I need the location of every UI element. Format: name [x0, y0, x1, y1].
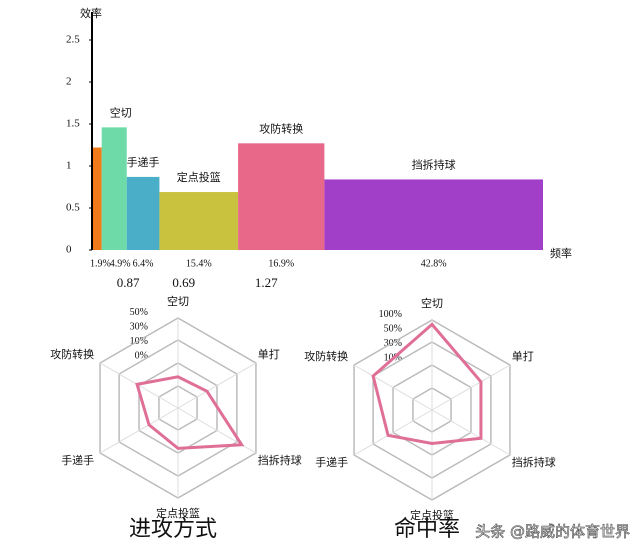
bar — [126, 176, 160, 250]
value-label: 0.87 — [117, 275, 140, 290]
spoke — [99, 407, 179, 454]
spoke — [353, 364, 433, 411]
r-tick-label: 100% — [379, 309, 402, 320]
width-label: 15.4% — [186, 258, 212, 269]
bar — [101, 127, 127, 250]
category-label: 手递手 — [127, 155, 160, 169]
category-label: 空切 — [110, 105, 132, 119]
axis-label: 手递手 — [61, 453, 94, 467]
r-tick-label: 50% — [384, 323, 402, 334]
axis-label: 空切 — [167, 294, 189, 308]
axis-label: 挡拆持球 — [258, 453, 302, 467]
spoke — [177, 362, 257, 409]
value-label: 0.69 — [172, 275, 195, 290]
axis-label: 手递手 — [315, 455, 348, 469]
axis-label: 定点投篮 — [156, 506, 200, 520]
r-tick-label: 0% — [135, 350, 148, 361]
bar — [92, 147, 102, 250]
category-label: 定点投篮 — [177, 170, 221, 184]
bar — [159, 192, 239, 250]
category-label: 挡拆持球 — [412, 157, 456, 171]
bar — [238, 143, 325, 250]
radar-title: 进攻方式 — [129, 516, 217, 541]
width-label: 4.9% — [110, 258, 131, 269]
axis-label: 单打 — [258, 347, 280, 361]
value-label: 1.27 — [255, 275, 278, 290]
category-label: 攻防转换 — [259, 121, 303, 135]
width-label: 16.9% — [268, 258, 294, 269]
width-label: 1.9% — [90, 258, 111, 269]
watermark: 头条 @路威的体育世界 — [475, 523, 630, 541]
radar-line — [135, 375, 245, 450]
axis-label: 空切 — [421, 296, 443, 310]
axis-label: 挡拆持球 — [512, 455, 556, 469]
y-tick-label: 0.5 — [66, 202, 80, 214]
y-tick-label: 1 — [66, 160, 72, 172]
y-tick-label: 0 — [66, 244, 72, 256]
width-label: 6.4% — [133, 258, 154, 269]
axis-label: 攻防转换 — [50, 347, 94, 361]
spoke — [431, 409, 511, 456]
axis-label: 攻防转换 — [304, 349, 348, 363]
axis-label: 单打 — [512, 349, 534, 363]
r-tick-label: 50% — [130, 307, 148, 318]
spoke — [353, 409, 433, 456]
axis-label: 定点投篮 — [410, 508, 454, 522]
y-tick-label: 1.5 — [66, 118, 80, 130]
y-tick-label: 2 — [66, 76, 72, 88]
radar-line — [371, 322, 483, 446]
radar-title: 命中率 — [394, 516, 460, 541]
x-axis-label: 频率 — [550, 246, 572, 260]
r-tick-label: 30% — [130, 321, 148, 332]
y-tick-label: 2.5 — [66, 34, 80, 46]
spoke — [431, 364, 511, 411]
bar — [324, 179, 543, 250]
width-label: 42.8% — [421, 258, 447, 269]
